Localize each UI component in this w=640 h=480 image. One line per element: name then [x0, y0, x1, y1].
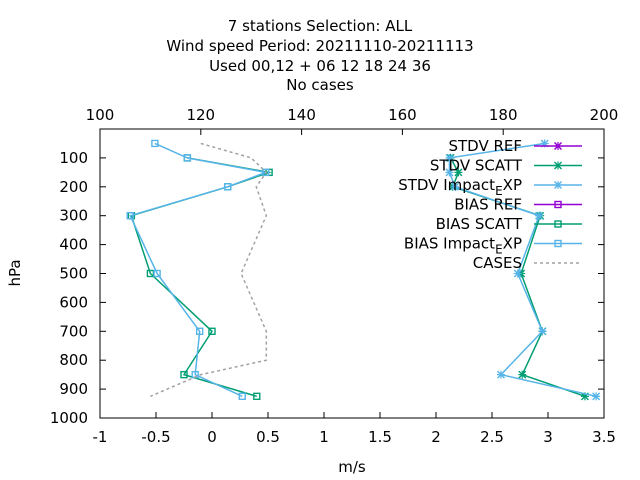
series-5-point-sq: [238, 392, 246, 401]
y-tick-label: 800: [59, 351, 88, 369]
series-2-point: [451, 182, 460, 191]
series-5-point-sq: [151, 139, 159, 148]
series-line-1: [449, 157, 586, 398]
x2-tick-label: 200: [590, 106, 619, 124]
title-line-4: No cases: [286, 76, 354, 94]
series-2-point: [445, 153, 454, 162]
series-4-point: [146, 269, 155, 278]
series-5-point: [126, 211, 134, 220]
series-5-point-sq: [153, 269, 161, 278]
x-tick-label: 0.5: [256, 428, 280, 446]
series-4-point: [208, 327, 216, 335]
y-tick-label: 100: [59, 149, 88, 167]
plot-frame: [99, 128, 605, 419]
series-2-point: [592, 392, 601, 401]
legend-marker: [554, 220, 562, 228]
y-tick-label: 900: [59, 380, 88, 398]
x2-tick-label: 100: [86, 106, 115, 124]
y-tick-label: 500: [59, 265, 88, 283]
series-2-point: [538, 327, 547, 336]
series-5-point: [153, 269, 161, 278]
title-line-1: 7 stations Selection: ALL: [227, 17, 413, 35]
legend-label: STDV ImpactEXP: [398, 176, 522, 198]
legend-marker-sq: [554, 220, 562, 228]
series-4-point: [253, 392, 261, 401]
legend-marker: [554, 142, 562, 150]
series-5-point-sq: [262, 168, 270, 177]
y-tick-label: 1000: [50, 409, 88, 427]
x-tick-label: 2: [431, 428, 441, 446]
series-4-point-sq: [253, 392, 261, 401]
series-5-point-sq: [195, 327, 204, 335]
y-tick-label: 700: [59, 322, 88, 340]
title-line-2: Wind speed Period: 20211110-20211113: [166, 37, 474, 55]
series-4-point: [180, 370, 188, 379]
series-2-point: [445, 168, 454, 177]
series-5-point: [151, 139, 159, 148]
x-tick-label: -0.5: [141, 428, 170, 446]
legend-label: STDV REF: [448, 137, 522, 155]
legend-label: BIAS REF: [454, 196, 522, 214]
x-tick-label: 1.5: [368, 428, 392, 446]
series-2-point: [513, 269, 522, 278]
x2-tick-label: 160: [388, 106, 417, 124]
y-tick-label: 300: [59, 207, 88, 225]
series-1-point: [454, 168, 463, 177]
y-tick-label: 400: [59, 236, 88, 254]
series-2-point: [535, 211, 544, 220]
x2-tick-label: 180: [489, 106, 518, 124]
legend-label: BIAS SCATT: [436, 215, 523, 233]
x2-tick-label: 120: [186, 106, 215, 124]
y-axis-label: hPa: [6, 259, 24, 286]
series-4-point-sq: [208, 327, 216, 335]
x2-tick-label: 140: [287, 106, 316, 124]
y-tick-label: 200: [59, 178, 88, 196]
x-tick-label: -1: [93, 428, 108, 446]
legend-marker: [554, 239, 562, 248]
series-5-point: [195, 327, 204, 335]
x-tick-label: 2.5: [480, 428, 504, 446]
title-line-3: Used 00,12 + 06 12 18 24 36: [209, 57, 431, 75]
legend-marker: [554, 200, 562, 209]
legend-marker-sq: [554, 239, 562, 248]
series-4-point-sq: [146, 269, 155, 278]
y-tick-label: 600: [59, 293, 88, 311]
x-tick-label: 3: [543, 428, 553, 446]
series-4-point-sq: [180, 370, 188, 379]
legend-label: STDV SCATT: [430, 157, 523, 175]
x-axis-label: m/s: [338, 458, 366, 476]
series-5-point: [183, 154, 192, 162]
legend-marker-sq: [554, 200, 562, 209]
x-tick-label: 1: [319, 428, 329, 446]
series-line-5: [129, 142, 269, 398]
series-5-point-sq: [183, 154, 192, 162]
series-5-point-sq: [126, 211, 134, 220]
series-2-point: [496, 370, 505, 379]
series-line-6: [150, 142, 268, 398]
series-5-point: [223, 183, 232, 191]
series-5-point: [262, 168, 270, 177]
legend-label: CASES: [473, 254, 522, 272]
legend-label: BIAS ImpactEXP: [404, 235, 522, 257]
series-1-point: [518, 370, 527, 379]
x-tick-label: 0: [207, 428, 217, 446]
series-5-point: [238, 392, 246, 401]
series-5-point-sq: [223, 183, 232, 191]
legend-marker: [554, 161, 562, 170]
legend-marker: [554, 181, 562, 189]
x-tick-label: 3.5: [592, 428, 616, 446]
